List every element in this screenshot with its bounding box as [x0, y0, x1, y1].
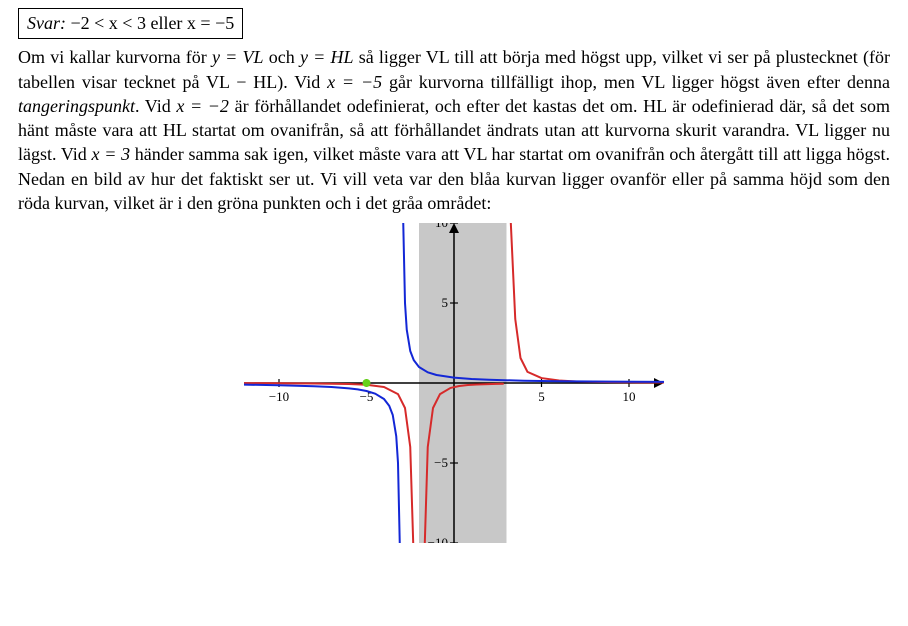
- chart-svg: −10−5510−10−5510: [244, 223, 664, 543]
- text-seg: . Vid: [135, 96, 176, 116]
- svg-text:−5: −5: [434, 455, 448, 470]
- inline-math: x = −5: [327, 72, 382, 92]
- text-seg: och: [264, 47, 300, 67]
- text-seg: Om vi kallar kurvorna för: [18, 47, 212, 67]
- svg-text:−10: −10: [428, 535, 448, 543]
- svg-text:10: 10: [623, 389, 636, 404]
- inline-math: y = HL: [300, 47, 354, 67]
- svg-text:10: 10: [435, 223, 448, 230]
- text-seg: händer samma sak igen, vilket måste vara…: [18, 144, 890, 213]
- italic-term: tangeringspunkt: [18, 96, 135, 116]
- svg-text:−10: −10: [269, 389, 289, 404]
- answer-label: Svar:: [27, 13, 66, 33]
- svg-text:5: 5: [538, 389, 545, 404]
- body-paragraph: Om vi kallar kurvorna för y = VL och y =…: [18, 45, 890, 215]
- inline-math: x = −2: [176, 96, 229, 116]
- inline-math: y = VL: [212, 47, 264, 67]
- answer-box: Svar: −2 < x < 3 eller x = −5: [18, 8, 243, 39]
- text-seg: går kurvorna tillfälligt ihop, men VL li…: [382, 72, 890, 92]
- svg-text:5: 5: [442, 295, 449, 310]
- inline-math: x = 3: [92, 144, 131, 164]
- page-root: Svar: −2 < x < 3 eller x = −5 Om vi kall…: [0, 0, 908, 626]
- answer-expression: −2 < x < 3 eller x = −5: [71, 13, 235, 33]
- chart-container: −10−5510−10−5510: [18, 223, 890, 549]
